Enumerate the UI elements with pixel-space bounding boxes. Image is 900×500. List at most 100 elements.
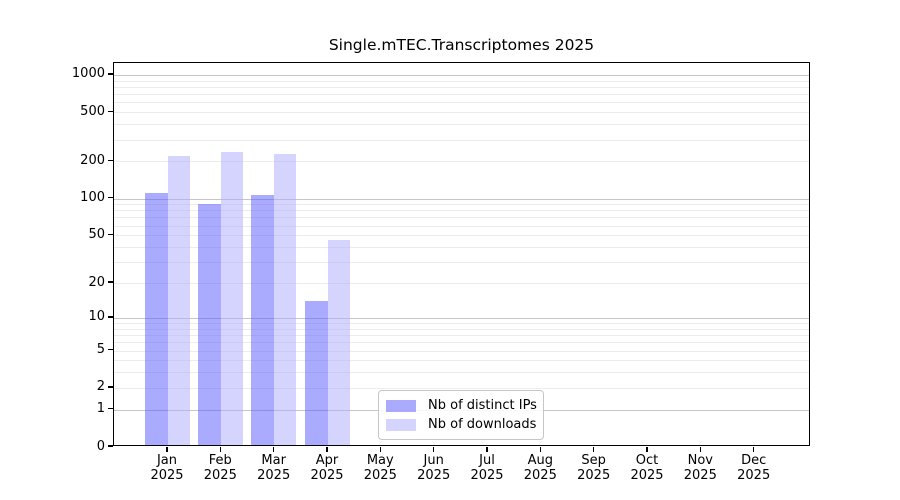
x-tick-month: Aug xyxy=(527,453,553,468)
x-tick-mark xyxy=(326,446,328,452)
x-tick-month: Apr xyxy=(315,453,339,468)
x-tick-year: 2025 xyxy=(630,467,664,483)
y-tick-mark xyxy=(108,233,113,235)
x-tick-mark xyxy=(646,446,648,452)
bar-distinct-ips xyxy=(251,195,275,445)
legend-label-downloads: Nb of downloads xyxy=(428,417,537,432)
y-tick-mark xyxy=(108,110,113,112)
legend-row-distinct-ips: Nb of distinct IPs xyxy=(386,398,537,414)
y-tick-label: 200 xyxy=(80,152,105,168)
minor-gridline xyxy=(114,335,809,336)
legend-row-downloads: Nb of downloads xyxy=(386,417,537,433)
minor-gridline xyxy=(114,112,809,114)
minor-gridline xyxy=(114,247,809,248)
minor-gridline xyxy=(114,225,809,227)
x-tick-mark xyxy=(486,446,488,452)
bar-downloads xyxy=(274,153,297,445)
minor-gridline xyxy=(114,217,809,219)
x-tick-label: Nov 2025 xyxy=(672,453,728,483)
y-tick-label: 1000 xyxy=(71,66,105,82)
x-tick-label: Sep 2025 xyxy=(566,453,622,483)
y-tick-label: 0 xyxy=(96,438,105,454)
minor-gridline xyxy=(114,80,809,82)
legend-label-distinct-ips: Nb of distinct IPs xyxy=(428,398,537,413)
x-tick-mark xyxy=(219,446,222,452)
minor-gridline xyxy=(114,94,809,96)
x-tick-month: Mar xyxy=(261,453,286,468)
y-tick-mark xyxy=(108,407,113,410)
x-tick-month: Sep xyxy=(581,453,606,468)
x-tick-year: 2025 xyxy=(257,467,291,483)
bar-distinct-ips xyxy=(197,203,221,445)
y-tick-label: 10 xyxy=(88,309,105,325)
minor-gridline xyxy=(114,350,809,352)
minor-gridline xyxy=(114,204,809,206)
x-tick-year: 2025 xyxy=(203,467,237,483)
x-tick-mark xyxy=(166,446,168,452)
y-tick-label: 20 xyxy=(88,274,105,290)
x-tick-year: 2025 xyxy=(523,467,557,483)
x-tick-year: 2025 xyxy=(683,467,717,483)
y-tick-label: 2 xyxy=(96,379,105,395)
x-tick-label: Feb 2025 xyxy=(192,453,248,483)
bar-downloads xyxy=(327,240,350,445)
x-tick-label: Apr 2025 xyxy=(299,453,355,483)
y-tick-mark xyxy=(108,159,113,162)
minor-gridline xyxy=(114,360,809,362)
chart-title: Single.mTEC.Transcriptomes 2025 xyxy=(328,36,595,54)
minor-gridline xyxy=(114,323,809,324)
downloads-swatch-icon xyxy=(386,419,416,431)
x-tick-year: 2025 xyxy=(417,467,451,483)
y-tick-mark xyxy=(108,316,113,318)
x-tick-mark xyxy=(272,446,275,452)
minor-gridline xyxy=(114,387,809,389)
x-tick-month: May xyxy=(366,453,394,468)
x-tick-label: Mar 2025 xyxy=(246,453,302,483)
y-tick-label: 1 xyxy=(96,401,105,417)
x-tick-label: Jul 2025 xyxy=(459,453,515,483)
y-tick-mark xyxy=(108,348,113,351)
x-tick-label: Jun 2025 xyxy=(406,453,462,483)
y-tick-mark xyxy=(108,281,113,283)
major-gridline xyxy=(114,198,809,200)
x-tick-mark xyxy=(752,446,755,452)
y-tick-label: 50 xyxy=(88,226,105,242)
bar-downloads xyxy=(220,151,243,445)
x-tick-mark xyxy=(592,446,595,452)
y-tick-mark xyxy=(108,196,113,199)
x-tick-label: Jan 2025 xyxy=(139,453,195,483)
bar-distinct-ips xyxy=(144,192,168,445)
bar-distinct-ips xyxy=(304,300,328,445)
minor-gridline xyxy=(114,86,809,88)
y-tick-label: 100 xyxy=(80,190,105,205)
x-tick-mark xyxy=(379,446,382,452)
x-tick-year: 2025 xyxy=(470,467,504,483)
x-tick-label: Oct 2025 xyxy=(619,453,675,483)
x-tick-mark xyxy=(539,446,542,452)
x-tick-mark xyxy=(699,446,702,452)
x-tick-month: Jun xyxy=(423,453,444,468)
bar-downloads xyxy=(167,156,190,445)
y-tick-mark xyxy=(108,445,113,447)
minor-gridline xyxy=(114,262,809,264)
x-tick-month: Nov xyxy=(687,453,713,468)
major-gridline xyxy=(114,74,809,76)
minor-gridline xyxy=(114,372,809,374)
legend: Nb of distinct IPs Nb of downloads xyxy=(378,390,544,440)
x-tick-year: 2025 xyxy=(310,467,344,483)
x-tick-mark xyxy=(432,446,435,452)
x-tick-year: 2025 xyxy=(737,467,771,483)
x-tick-year: 2025 xyxy=(577,467,611,483)
y-tick-label: 500 xyxy=(80,103,105,119)
x-tick-month: Dec xyxy=(741,453,767,468)
minor-gridline xyxy=(114,283,809,284)
minor-gridline xyxy=(114,139,809,141)
x-tick-month: Jul xyxy=(479,453,495,468)
minor-gridline xyxy=(114,210,809,212)
minor-gridline xyxy=(114,124,809,126)
minor-gridline xyxy=(114,161,809,163)
distinct-ips-swatch-icon xyxy=(386,400,416,412)
plot-area xyxy=(113,62,810,446)
minor-gridline xyxy=(114,235,809,237)
